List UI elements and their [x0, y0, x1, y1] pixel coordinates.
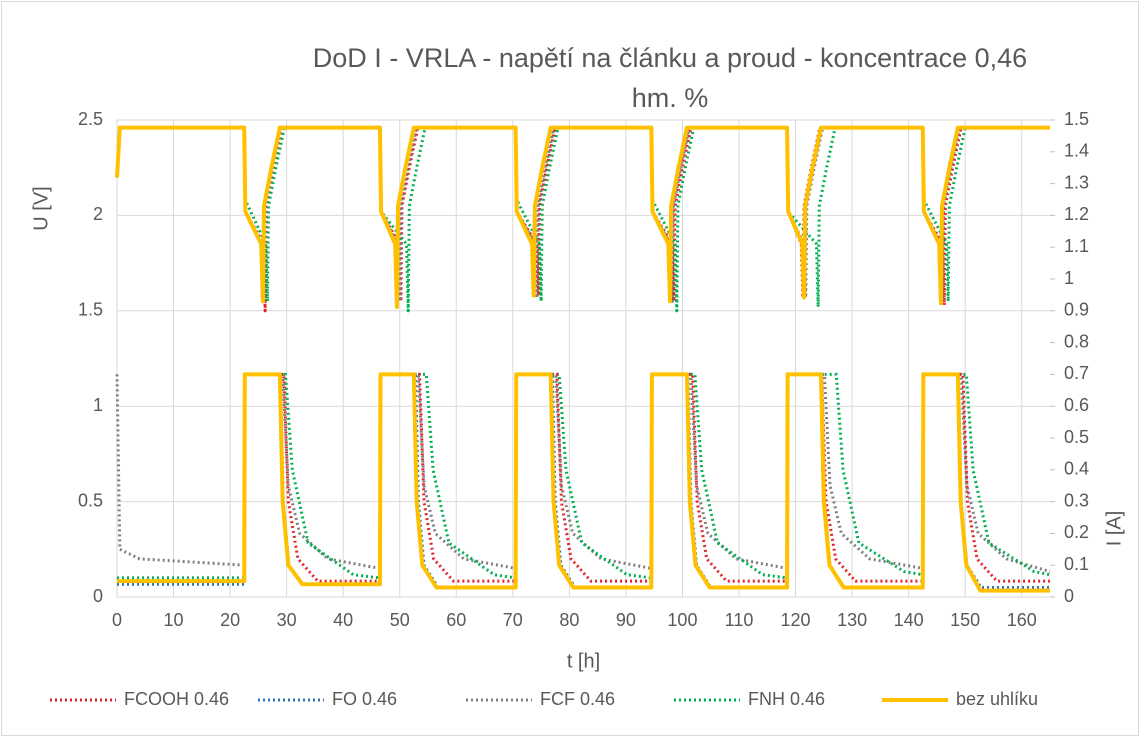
y-tick-label: 2.5	[78, 109, 103, 129]
x-tick-label: 110	[725, 610, 754, 630]
y2-tick-label: 1.4	[1064, 141, 1089, 161]
y-tick-label: 1.5	[78, 300, 103, 320]
x-tick-label: 40	[333, 610, 353, 630]
y2-tick-label: 1.5	[1064, 109, 1089, 129]
y2-tick-label: 1.2	[1064, 204, 1089, 224]
y-tick-label: 0.5	[78, 490, 103, 510]
y2-tick-label: 1.3	[1064, 172, 1089, 192]
y2-tick-label: 0	[1064, 586, 1074, 606]
x-tick-label: 10	[164, 610, 184, 630]
y2-tick-label: 0.8	[1064, 331, 1089, 351]
y-tick-label: 2	[93, 204, 103, 224]
data-line	[117, 372, 1051, 580]
data-line	[115, 126, 1050, 303]
y2-tick-label: 0.4	[1064, 459, 1089, 479]
y-tick-label: 0	[93, 586, 103, 606]
data-line	[115, 126, 1050, 303]
data-line	[115, 372, 1051, 573]
x-tick-label: 100	[667, 610, 697, 630]
data-line	[115, 126, 1050, 313]
y2-tick-label: 0.7	[1064, 363, 1089, 383]
x-tick-label: 30	[277, 610, 297, 630]
x-tick-label: 60	[446, 610, 466, 630]
x-tick-label: 90	[616, 610, 636, 630]
x-tick-label: 0	[112, 610, 122, 630]
x-tick-label: 20	[220, 610, 240, 630]
y2-tick-label: 0.2	[1064, 522, 1089, 542]
legend-label: FCF 0.46	[540, 689, 615, 709]
x-tick-label: 80	[559, 610, 579, 630]
legend-label: FO 0.46	[332, 689, 397, 709]
legend-label: FCOOH 0.46	[124, 689, 229, 709]
x-tick-label: 150	[950, 610, 980, 630]
y2-tick-label: 0.3	[1064, 490, 1089, 510]
x-tick-label: 130	[837, 610, 867, 630]
x-tick-label: 120	[781, 610, 811, 630]
x-axis-label: t [h]	[567, 650, 600, 672]
y2-tick-label: 0.1	[1064, 554, 1089, 574]
y2-tick-label: 1.1	[1064, 236, 1089, 256]
data-line	[117, 372, 1050, 583]
legend-label: bez uhlíku	[956, 689, 1038, 709]
data-line	[115, 125, 1050, 309]
y2-tick-label: 0.6	[1064, 395, 1089, 415]
y-axis-label: U [V]	[30, 186, 52, 230]
x-tick-label: 160	[1007, 610, 1037, 630]
x-tick-label: 140	[894, 610, 924, 630]
y-tick-label: 1	[93, 395, 103, 415]
legend-label: FNH 0.46	[748, 689, 825, 709]
x-tick-label: 70	[503, 610, 523, 630]
y2-tick-label: 0.9	[1064, 300, 1089, 320]
y2-tick-label: 0.5	[1064, 427, 1089, 447]
y2-axis-label: I [A]	[1103, 511, 1125, 547]
data-line	[117, 372, 1050, 593]
chart-title: DoD I - VRLA - napětí na článku a proud …	[312, 43, 1028, 113]
x-tick-label: 50	[390, 610, 410, 630]
data-line	[115, 126, 1050, 313]
y2-tick-label: 1	[1064, 268, 1074, 288]
